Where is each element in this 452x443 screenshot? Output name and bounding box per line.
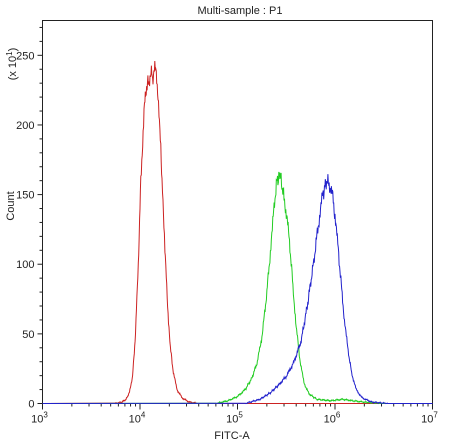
x-tick-exponent: 4 (141, 411, 146, 420)
plot-area-frame (42, 20, 433, 404)
y-tick-label: 0 (28, 399, 34, 411)
y-scale-exponent: 1 (5, 51, 14, 56)
x-tick-base: 10 (324, 414, 336, 426)
chart-title: Multi-sample : P1 (198, 5, 283, 17)
x-tick-label: 105 (226, 411, 243, 426)
svg-text:(x 101): (x 101) (5, 48, 19, 81)
y-scale-suffix: ) (7, 48, 19, 52)
x-tick-base: 10 (421, 414, 433, 426)
y-tick-label: 250 (16, 50, 34, 62)
x-tick-base: 10 (129, 414, 141, 426)
y-scale-prefix: (x 10 (7, 56, 19, 80)
series-line (42, 171, 433, 405)
x-axis-label: FITC-A (214, 430, 250, 442)
x-tick-label: 106 (324, 411, 341, 426)
x-tick-base: 10 (31, 414, 43, 426)
y-tick-label: 200 (16, 120, 34, 132)
y-axis-label: Count (5, 191, 17, 220)
series-line (42, 174, 433, 405)
x-tick-base: 10 (226, 414, 238, 426)
x-tick-exponent: 5 (238, 411, 243, 420)
x-tick-label: 107 (421, 411, 438, 426)
x-tick-label: 104 (129, 411, 146, 426)
y-tick-label: 50 (22, 329, 34, 341)
y-tick-label: 100 (16, 259, 34, 271)
y-tick-label: 150 (16, 190, 34, 202)
series-line (42, 60, 433, 405)
series-layer (42, 60, 433, 405)
x-tick-exponent: 6 (336, 411, 341, 420)
y-scale-note: (x 101) (5, 48, 19, 81)
x-tick-exponent: 7 (433, 411, 438, 420)
x-tick-label: 103 (31, 411, 48, 426)
x-tick-exponent: 3 (43, 411, 48, 420)
